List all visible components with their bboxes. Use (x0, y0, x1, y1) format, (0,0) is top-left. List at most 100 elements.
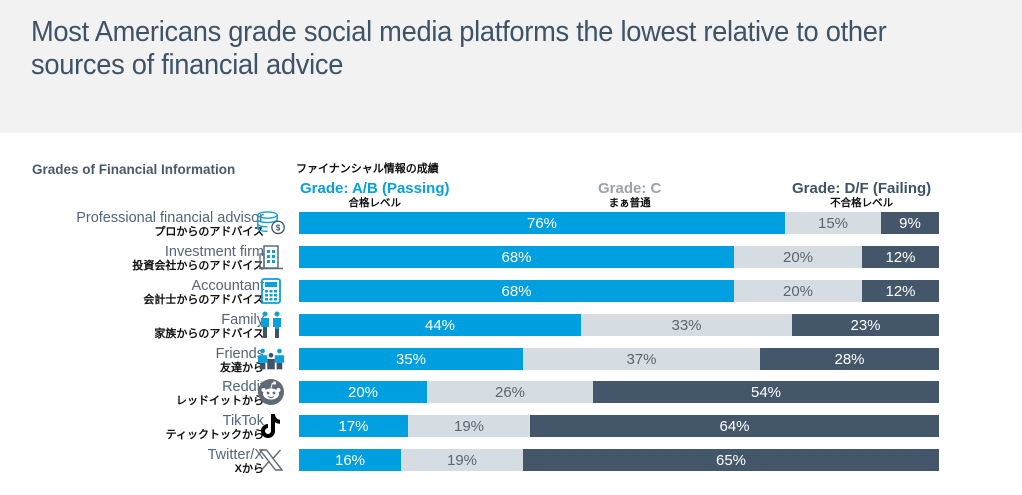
data-label: 20% (782, 248, 814, 266)
segment-ab: 68% (299, 280, 734, 302)
segment-ab: 68% (299, 246, 734, 268)
category-label-jp: レッドイットから (176, 395, 264, 407)
stacked-bar: 76% 15% 9% (299, 212, 939, 234)
stacked-bar: 20% 26% 54% (299, 381, 939, 403)
segment-c: 19% (408, 415, 530, 437)
stacked-bar: 68% 20% 12% (299, 280, 939, 302)
segment-c: 33% (581, 314, 792, 336)
data-label: 12% (885, 282, 916, 300)
category-label-jp: 会計士からのアドバイス (143, 294, 264, 306)
data-label: 17% (338, 417, 369, 435)
category-label: Investment firm (164, 244, 264, 260)
data-label: 54% (750, 383, 782, 401)
category-label-jp: プロからのアドバイス (154, 226, 264, 238)
category-label: Professional financial advisor (76, 210, 264, 226)
family-icon (256, 311, 286, 338)
data-label: 19% (446, 451, 478, 469)
segment-c: 15% (785, 212, 881, 234)
data-label: 20% (347, 383, 379, 401)
legend-ab-label-jp: 合格レベル (348, 197, 401, 209)
segment-ab: 44% (299, 314, 581, 336)
legend-df: Grade: D/F (Failing) 不合格レベル (792, 180, 931, 210)
data-label: 16% (334, 451, 366, 469)
segment-c: 37% (523, 348, 760, 370)
segment-df: 64% (530, 415, 939, 437)
data-label: 68% (501, 248, 532, 266)
chart-title-jp: ファイナンシャル情報の成績 (296, 163, 439, 175)
x-icon (256, 447, 286, 473)
row-label: Professional financial advisor プロからのアドバイス (76, 210, 264, 239)
segment-ab: 35% (299, 348, 523, 370)
category-label-jp: 友達から (220, 362, 264, 374)
category-label-jp: ティックトックから (165, 429, 264, 441)
legend-ab-label: Grade: A/B (Passing) (300, 180, 450, 197)
category-label: TikTok (222, 413, 264, 429)
row-label: Friends 友達から (216, 346, 264, 375)
category-label: Friends (215, 346, 264, 362)
segment-c: 26% (427, 381, 593, 403)
stacked-bar: 68% 20% 12% (299, 246, 939, 268)
data-label: 23% (850, 316, 881, 334)
legend-c-label: Grade: C (598, 180, 662, 197)
row-label: Accountant 会計士からのアドバイス (143, 278, 264, 307)
segment-df: 65% (523, 449, 939, 471)
segment-df: 12% (862, 246, 939, 268)
segment-c: 20% (734, 246, 862, 268)
data-label: 68% (501, 282, 532, 300)
data-label: 44% (424, 316, 456, 334)
segment-df: 28% (760, 348, 939, 370)
category-label: Accountant (191, 278, 264, 294)
category-label: Twitter/X (207, 447, 264, 463)
friends-icon (256, 346, 286, 372)
data-label: 33% (671, 316, 702, 334)
svg-text:$: $ (276, 224, 281, 233)
legend-c-label-jp: まぁ普通 (608, 197, 651, 209)
reddit-icon (256, 379, 286, 405)
stacked-bar: 44% 33% 23% (299, 314, 939, 336)
page-title: Most Americans grade social media platfo… (31, 16, 887, 81)
coins-icon: $ (256, 210, 286, 236)
legend-df-label: Grade: D/F (Failing) (792, 180, 932, 197)
segment-ab: 16% (299, 449, 401, 471)
data-label: 12% (885, 248, 916, 266)
row-label: Investment firm 投資会社からのアドバイス (132, 244, 264, 273)
calculator-icon (256, 278, 286, 304)
stacked-bar: 35% 37% 28% (299, 348, 939, 370)
header-band: Most Americans grade social media platfo… (0, 0, 1022, 133)
chart-title: Grades of Financial Information (32, 162, 236, 177)
legend-df-label-jp: 不合格レベル (830, 197, 894, 209)
tiktok-icon (256, 413, 286, 439)
category-label: Family (221, 312, 264, 328)
stacked-bar: 17% 19% 64% (299, 415, 939, 437)
legend-ab: Grade: A/B (Passing) 合格レベル (300, 180, 449, 210)
data-label: 9% (899, 214, 921, 232)
category-label-jp: Xから (234, 463, 264, 475)
data-label: 64% (719, 417, 750, 435)
category-label-jp: 家族からのアドバイス (154, 328, 264, 340)
row-label: Family 家族からのアドバイス (154, 312, 264, 341)
category-label: Reddit (222, 379, 264, 395)
segment-ab: 20% (299, 381, 427, 403)
legend-c: Grade: C まぁ普通 (598, 180, 661, 210)
stacked-bar: 16% 19% 65% (299, 449, 939, 471)
segment-df: 23% (792, 314, 939, 336)
segment-c: 19% (401, 449, 523, 471)
data-label: 28% (834, 350, 865, 368)
category-label-jp: 投資会社からのアドバイス (132, 260, 264, 272)
data-label: 37% (626, 350, 657, 368)
segment-ab: 76% (299, 212, 785, 234)
data-label: 76% (526, 214, 558, 232)
row-label: Reddit レッドイットから (176, 379, 264, 408)
row-label: TikTok ティックトックから (166, 413, 264, 442)
segment-df: 9% (881, 212, 939, 234)
data-label: 20% (782, 282, 814, 300)
data-label: 15% (817, 214, 849, 232)
segment-c: 20% (734, 280, 862, 302)
data-label: 65% (715, 451, 747, 469)
row-label: Twitter/X Xから (208, 447, 264, 476)
building-icon (256, 244, 286, 270)
segment-ab: 17% (299, 415, 408, 437)
segment-df: 54% (593, 381, 939, 403)
segment-df: 12% (862, 280, 939, 302)
data-label: 19% (453, 417, 485, 435)
